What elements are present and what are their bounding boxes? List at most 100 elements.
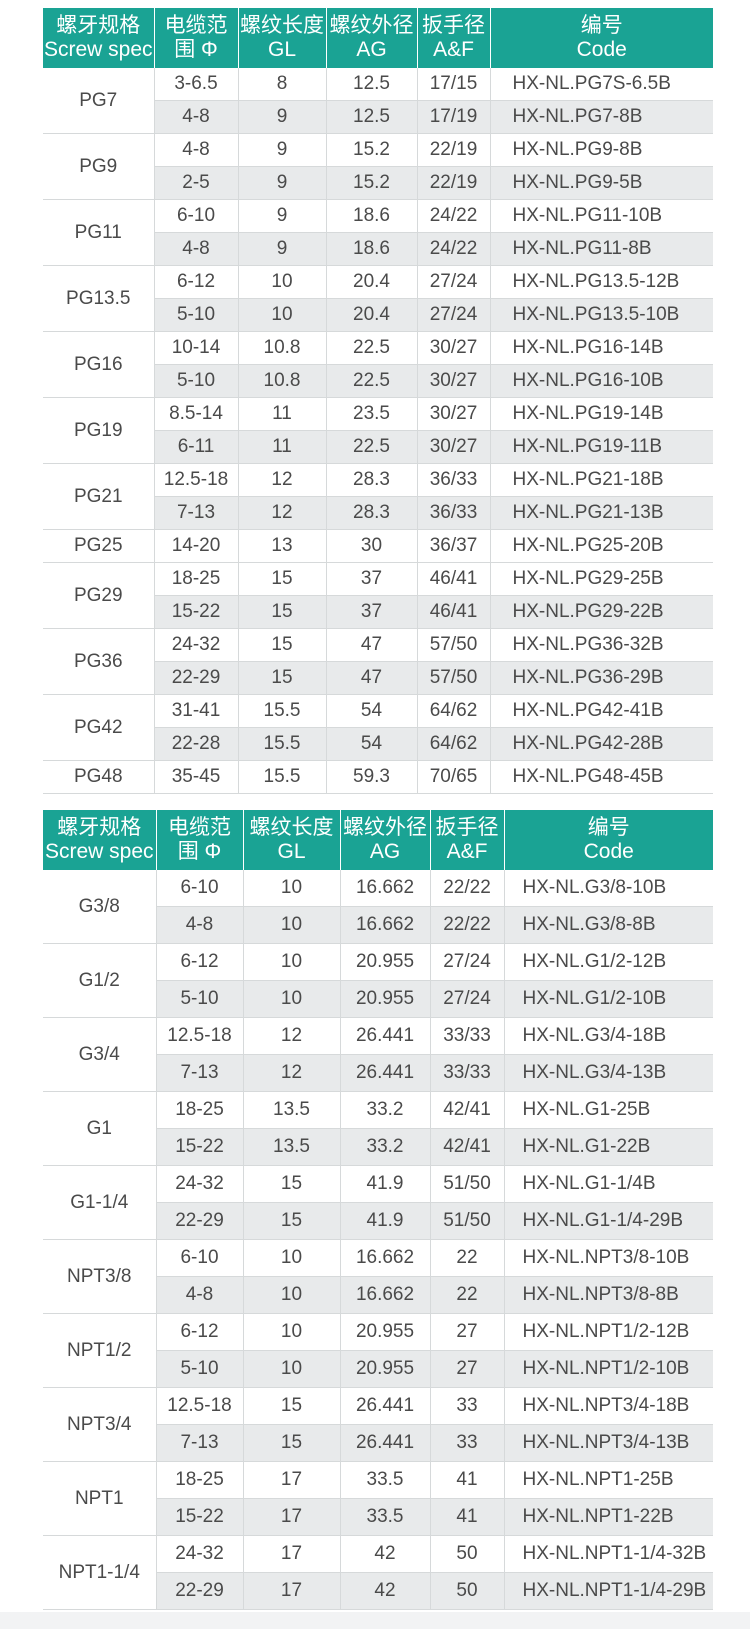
cable-range-cell: 22-29 [155, 1202, 243, 1240]
code-cell: HX-NL.G3/8-10B [503, 870, 713, 907]
code-cell: HX-NL.G3/4-18B [503, 1017, 713, 1055]
code-cell: HX-NL.PG36-32B [489, 628, 713, 662]
code-cell: HX-NL.PG16-10B [489, 364, 713, 398]
cable-range-cell: 6-10 [153, 199, 238, 233]
cable-range-cell: 7-13 [155, 1054, 243, 1092]
thread-diameter-cell: 26.441 [339, 1424, 430, 1462]
code-cell: HX-NL.PG9-8B [489, 133, 713, 167]
cable-range-cell: 22-28 [153, 727, 238, 761]
thread-length-cell: 15 [237, 595, 326, 629]
wrench-size-cell: 27 [429, 1350, 504, 1388]
header-thread-diameter: 螺纹外径 AG [325, 8, 417, 68]
thread-length-cell: 9 [237, 100, 326, 134]
thread-diameter-cell: 42 [339, 1572, 430, 1610]
screw-spec-cell: PG29 [43, 562, 154, 629]
code-cell: HX-NL.NPT3/4-13B [503, 1424, 713, 1462]
thread-diameter-cell: 26.441 [339, 1054, 430, 1092]
cable-range-cell: 5-10 [155, 980, 243, 1018]
code-cell: HX-NL.PG9-5B [489, 166, 713, 200]
table-row: 22-29 17 42 50 HX-NL.NPT1-1/4-29B [43, 1572, 713, 1610]
code-cell: HX-NL.NPT1-25B [503, 1461, 713, 1499]
wrench-size-cell: 33/33 [429, 1017, 504, 1055]
cable-range-cell: 4-8 [153, 133, 238, 167]
cable-range-cell: 4-8 [153, 232, 238, 266]
wrench-size-cell: 70/65 [416, 760, 490, 794]
table-row: G1 18-25 13.5 33.2 42/41 HX-NL.G1-25B [43, 1091, 713, 1166]
cable-range-cell: 6-12 [153, 265, 238, 299]
code-cell: HX-NL.NPT1-22B [503, 1498, 713, 1536]
thread-length-cell: 10 [242, 1239, 340, 1277]
cable-range-cell: 24-32 [155, 1535, 243, 1573]
cable-range-cell: 14-20 [153, 529, 238, 563]
wrench-size-cell: 51/50 [429, 1165, 504, 1203]
thread-diameter-cell: 33.2 [339, 1091, 430, 1129]
thread-length-cell: 9 [237, 133, 326, 167]
wrench-size-cell: 41 [429, 1461, 504, 1499]
cable-range-cell: 18-25 [155, 1091, 243, 1129]
thread-diameter-cell: 22.5 [325, 430, 417, 464]
thread-length-cell: 11 [237, 397, 326, 431]
screw-spec-cell: PG25 [43, 529, 154, 563]
cable-range-cell: 5-10 [155, 1350, 243, 1388]
code-cell: HX-NL.NPT1/2-10B [503, 1350, 713, 1388]
header-thread-diameter: 螺纹外径 AG [339, 810, 430, 870]
thread-diameter-cell: 26.441 [339, 1387, 430, 1425]
thread-diameter-cell: 41.9 [339, 1165, 430, 1203]
thread-length-cell: 9 [237, 166, 326, 200]
thread-diameter-cell: 37 [325, 562, 417, 596]
thread-length-cell: 13.5 [242, 1091, 340, 1129]
code-cell: HX-NL.G1-22B [503, 1128, 713, 1166]
wrench-size-cell: 30/27 [416, 397, 490, 431]
table-row: 15-22 15 37 46/41 HX-NL.PG29-22B [43, 595, 713, 629]
thread-length-cell: 12 [242, 1054, 340, 1092]
code-cell: HX-NL.G1/2-10B [503, 980, 713, 1018]
thread-diameter-cell: 20.955 [339, 1313, 430, 1351]
table-row: 5-10 10.8 22.5 30/27 HX-NL.PG16-10B [43, 364, 713, 398]
wrench-size-cell: 36/33 [416, 463, 490, 497]
table-row: PG21 12.5-18 12 28.3 36/33 HX-NL.PG21-18B [43, 463, 713, 530]
table-header-row: 螺牙规格 Screw spec 电缆范围 Φ 螺纹长度 GL 螺纹外径 AG 扳手径 A… [43, 8, 713, 68]
table-row: PG42 31-41 15.5 54 64/62 HX-NL.PG42-41B [43, 694, 713, 761]
code-cell: HX-NL.G3/8-8B [503, 906, 713, 944]
code-cell: HX-NL.G1-1/4B [503, 1165, 713, 1203]
thread-length-cell: 10 [242, 870, 340, 907]
table-row: 15-22 13.5 33.2 42/41 HX-NL.G1-22B [43, 1128, 713, 1166]
table-row: PG19 8.5-14 11 23.5 30/27 HX-NL.PG19-14B [43, 397, 713, 464]
table-row: G1/2 6-12 10 20.955 27/24 HX-NL.G1/2-12B [43, 943, 713, 1018]
wrench-size-cell: 24/22 [416, 199, 490, 233]
table-row: G3/4 12.5-18 12 26.441 33/33 HX-NL.G3/4-18B [43, 1017, 713, 1092]
wrench-size-cell: 36/37 [416, 529, 490, 563]
code-cell: HX-NL.PG29-22B [489, 595, 713, 629]
thread-length-cell: 15 [237, 562, 326, 596]
thread-length-cell: 10 [242, 1313, 340, 1351]
thread-diameter-cell: 15.2 [325, 166, 417, 200]
table-row: 7-13 15 26.441 33 HX-NL.NPT3/4-13B [43, 1424, 713, 1462]
cable-range-cell: 6-12 [155, 1313, 243, 1351]
cable-range-cell: 2-5 [153, 166, 238, 200]
wrench-size-cell: 27/24 [416, 298, 490, 332]
thread-length-cell: 10 [242, 943, 340, 981]
code-cell: HX-NL.G1/2-12B [503, 943, 713, 981]
table-row: 5-10 10 20.4 27/24 HX-NL.PG13.5-10B [43, 298, 713, 332]
thread-length-cell: 12 [237, 463, 326, 497]
table-row: NPT1/2 6-12 10 20.955 27 HX-NL.NPT1/2-12B [43, 1313, 713, 1388]
thread-diameter-cell: 33.5 [339, 1498, 430, 1536]
thread-length-cell: 15 [242, 1424, 340, 1462]
header-cable-range: 电缆范围 Φ [153, 8, 238, 68]
cable-range-cell: 3-6.5 [153, 68, 238, 101]
screw-spec-cell: G1/2 [43, 943, 156, 1018]
thread-diameter-cell: 54 [325, 727, 417, 761]
wrench-size-cell: 42/41 [429, 1091, 504, 1129]
table-row: PG11 6-10 9 18.6 24/22 HX-NL.PG11-10B [43, 199, 713, 266]
cable-range-cell: 12.5-18 [153, 463, 238, 497]
code-cell: HX-NL.PG42-41B [489, 694, 713, 728]
thread-length-cell: 10 [237, 265, 326, 299]
code-cell: HX-NL.PG25-20B [489, 529, 713, 563]
screw-spec-cell: G3/4 [43, 1017, 156, 1092]
screw-spec-cell: G1 [43, 1091, 156, 1166]
wrench-size-cell: 33/33 [429, 1054, 504, 1092]
table-row: 5-10 10 20.955 27/24 HX-NL.G1/2-10B [43, 980, 713, 1018]
wrench-size-cell: 51/50 [429, 1202, 504, 1240]
table-row: PG7 3-6.5 8 12.5 17/15 HX-NL.PG7S-6.5B [43, 68, 713, 134]
screw-spec-cell: PG9 [43, 133, 154, 200]
